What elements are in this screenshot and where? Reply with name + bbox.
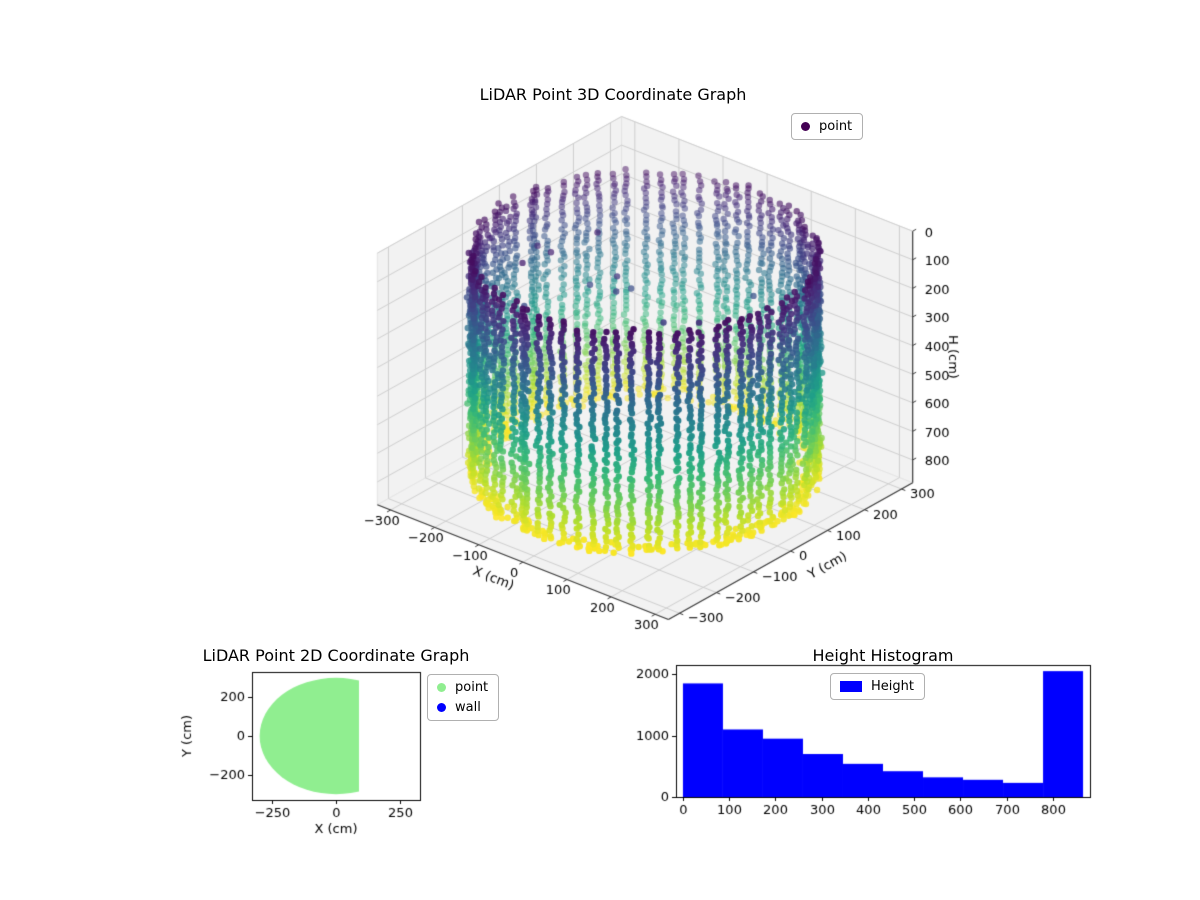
legend-label-point-2d: point	[455, 680, 489, 695]
legend-3d: point	[791, 113, 864, 140]
legend-label-wall-2d: wall	[455, 700, 481, 715]
legend-entry-point-3d: point	[801, 119, 852, 134]
legend-2d: point wall	[427, 674, 500, 721]
legend-label-height: Height	[871, 679, 914, 694]
legend-entry-wall-2d: wall	[437, 700, 488, 715]
lidar-3d-plot-canvas	[330, 78, 990, 698]
legend-entry-height: Height	[840, 679, 914, 694]
point-marker-icon	[801, 122, 810, 131]
legend-histogram: Height	[830, 673, 925, 700]
lidar-2d-plot-canvas	[175, 655, 445, 855]
wall-marker-icon	[437, 703, 446, 712]
chart-title-histogram: Height Histogram	[812, 646, 954, 665]
chart-title-3d: LiDAR Point 3D Coordinate Graph	[479, 85, 747, 104]
point-marker-icon	[437, 683, 446, 692]
height-marker-icon	[840, 681, 862, 692]
legend-entry-point-2d: point	[437, 680, 488, 695]
legend-label-point-3d: point	[819, 119, 853, 134]
chart-title-2d: LiDAR Point 2D Coordinate Graph	[202, 646, 470, 665]
